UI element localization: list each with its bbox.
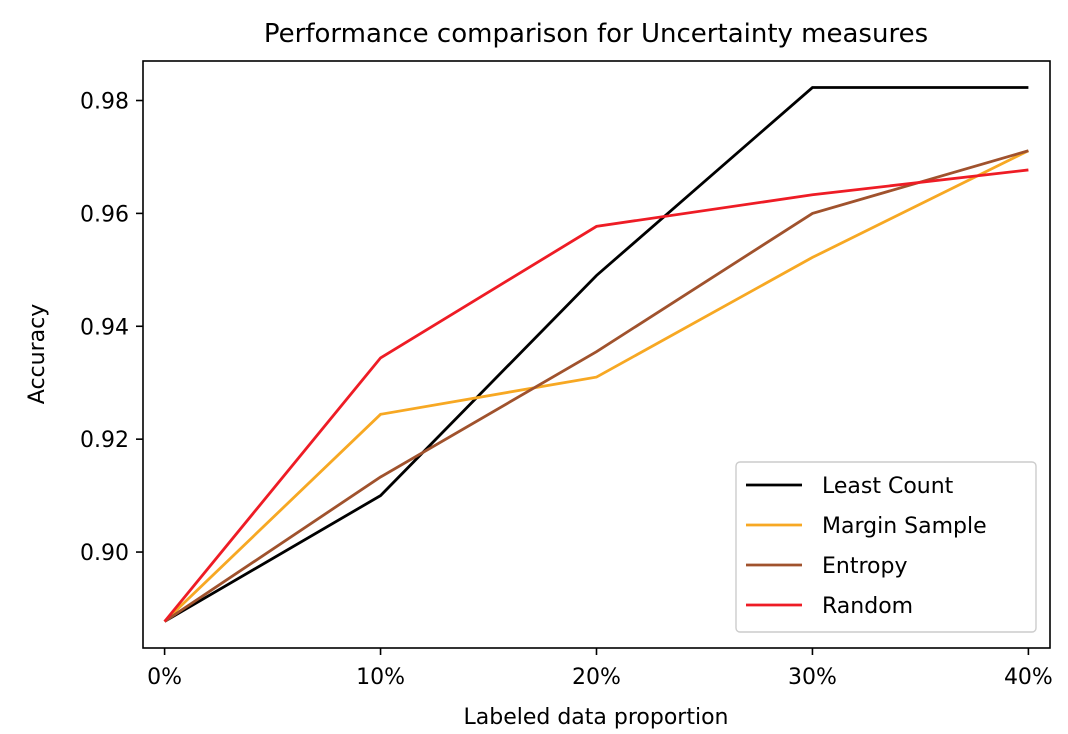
x-tick-label: 40% [1004,665,1053,690]
x-tick-label: 10% [356,665,405,690]
x-tick-label: 30% [788,665,837,690]
legend-label-random: Random [822,594,913,619]
y-axis-title: Accuracy [25,304,50,404]
plot-area [163,86,1030,623]
y-tick-label: 0.92 [80,428,129,453]
x-tick-label: 0% [147,665,182,690]
chart-title: Performance comparison for Uncertainty m… [264,19,928,49]
series-line-entropy [163,149,1029,623]
legend-label-entropy: Entropy [822,554,907,579]
x-axis: 0% 10% 20% 30% 40% [147,648,1053,690]
y-tick-label: 0.96 [80,202,129,227]
legend-label-least-count: Least Count [822,474,954,499]
series-line-random [163,168,1029,623]
legend: Least Count Margin Sample Entropy Random [735,461,1037,633]
x-tick-label: 20% [572,665,621,690]
y-axis: 0.90 0.92 0.94 0.96 0.98 [80,90,143,566]
y-tick-label: 0.98 [80,90,129,115]
legend-label-margin-sample: Margin Sample [822,514,987,539]
series-line-least-count [163,86,1029,623]
x-axis-title: Labeled data proportion [464,705,729,730]
y-tick-label: 0.94 [80,315,129,340]
y-tick-label: 0.90 [80,541,129,566]
series-line-margin-sample [163,149,1030,623]
legend-box [735,461,1037,633]
